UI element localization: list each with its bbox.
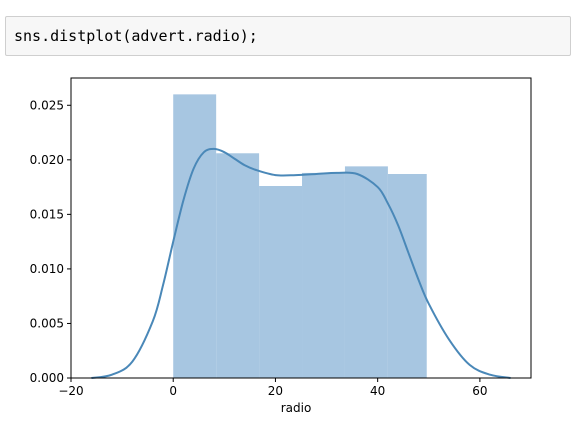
x-tick-label: 20: [268, 384, 283, 398]
kde-curve: [91, 147, 511, 379]
x-axis-ticks: −20 0 20 40 60: [58, 378, 488, 398]
distplot-chart: −20 0 20 40 60 0.000 0.005 0.010 0.015 0.020 0.02…: [30, 77, 532, 415]
cell-output: −20 0 20 40 60 0.000 0.005 0.010 0.015 0.020 0.02…: [0, 70, 577, 431]
code-cell-input[interactable]: sns.distplot(advert.radio);: [5, 16, 571, 56]
x-tick-label: 0: [169, 384, 177, 398]
y-tick-label: 0.015: [30, 207, 64, 221]
x-tick-label: 40: [370, 384, 385, 398]
y-axis-ticks: 0.000 0.005 0.010 0.015 0.020 0.025: [30, 98, 71, 385]
histogram-bar-5: [344, 166, 388, 378]
histogram-bar-3: [259, 186, 303, 378]
histogram-bar-1: [173, 94, 217, 378]
histogram-bar-2: [216, 153, 260, 378]
x-tick-label: 60: [472, 384, 487, 398]
histogram-bar-4: [302, 172, 345, 378]
histogram-bars: [173, 94, 427, 378]
code-text: sns.distplot(advert.radio);: [14, 27, 258, 45]
y-tick-label: 0.010: [30, 262, 64, 276]
y-tick-label: 0.005: [30, 316, 64, 330]
y-tick-label: 0.025: [30, 98, 64, 112]
y-tick-label: 0.000: [30, 371, 64, 385]
x-tick-label: −20: [58, 384, 83, 398]
x-axis-label: radio: [281, 401, 312, 415]
kde-curve-layer: [91, 147, 511, 379]
histogram-bar-6: [387, 174, 427, 378]
y-tick-label: 0.020: [30, 153, 64, 167]
plot-frame: [70, 77, 532, 379]
